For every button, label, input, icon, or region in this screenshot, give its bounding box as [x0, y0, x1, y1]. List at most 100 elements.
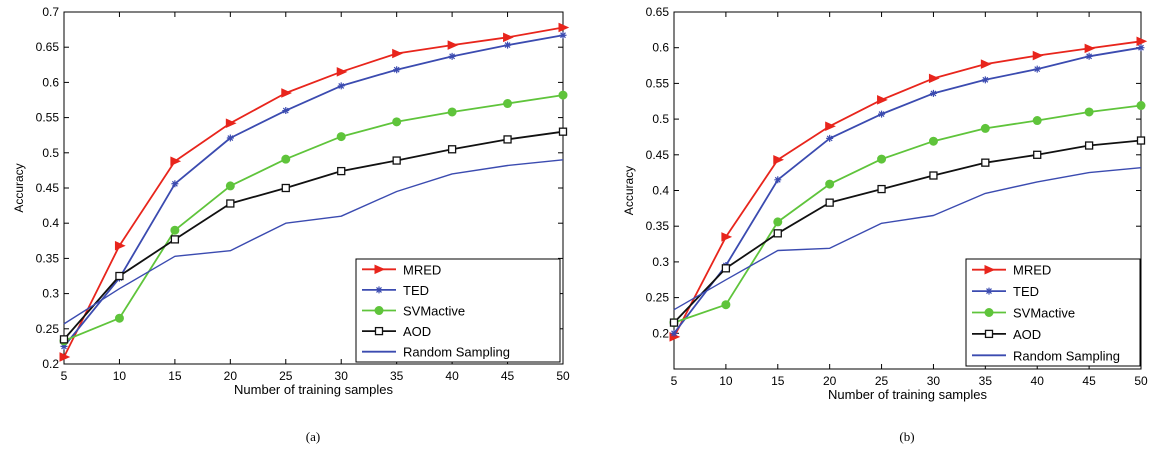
legend-label: Random Sampling: [403, 345, 510, 360]
data-point: [558, 90, 568, 100]
series-line: [673, 104, 1142, 324]
series-random-sampling: [63, 159, 564, 325]
legend-item: TED: [362, 283, 429, 298]
data-point: [928, 136, 938, 146]
y-tick-label: 0.55: [646, 76, 670, 90]
legend-label: SVMactive: [403, 304, 465, 319]
data-point: [1137, 44, 1145, 52]
legend-marker: [375, 286, 383, 294]
data-point: [558, 127, 568, 136]
legend-marker: [374, 264, 386, 275]
legend-marker: [374, 326, 384, 336]
y-axis-label: Accuracy: [12, 163, 26, 212]
series-line: [673, 46, 1142, 334]
series-svmactive: [669, 101, 1146, 328]
data-point: [337, 166, 346, 176]
chart-b: 5 10 15 20 25 30 35 40 45 50 0.2 0.25 0.3 0.35 0.4 0.45…: [622, 5, 1148, 444]
data-point: [877, 184, 886, 194]
legend-item: SVMactive: [972, 306, 1075, 321]
data-point: [773, 229, 782, 238]
legend-marker: [984, 329, 994, 339]
series-ted: [60, 31, 567, 350]
y-tick-label: 0.4: [42, 216, 59, 230]
y-tick-label: 0.6: [652, 41, 669, 55]
data-point: [59, 335, 69, 344]
series-aod: [669, 136, 1146, 327]
y-tick-label: 0.3: [42, 287, 59, 301]
data-point: [447, 40, 459, 50]
x-tick-label: 5: [671, 374, 678, 388]
data-point: [225, 181, 235, 191]
data-point: [336, 132, 346, 142]
data-point: [928, 73, 940, 84]
y-tick-label: 0.25: [36, 322, 60, 336]
data-point: [981, 76, 989, 84]
data-point: [1136, 136, 1146, 145]
y-tick-label: 0.2: [42, 357, 59, 371]
y-tick-label: 0.45: [36, 181, 60, 195]
legend-marker: [985, 287, 993, 295]
data-point: [1084, 141, 1094, 150]
data-point: [226, 199, 235, 208]
x-tick-label: 45: [1082, 374, 1096, 388]
y-tick-label: 0.4: [652, 184, 669, 198]
x-tick-label: 25: [875, 374, 889, 388]
x-tick-label: 20: [224, 369, 238, 383]
legend-box: [965, 258, 1141, 367]
x-tick-label: 35: [390, 369, 404, 383]
data-point: [171, 180, 179, 188]
data-point: [929, 171, 938, 180]
x-tick-label: 5: [61, 369, 68, 383]
data-point: [929, 89, 937, 97]
x-tick-label: 50: [1134, 374, 1148, 388]
legend-label: AOD: [403, 324, 431, 339]
legend-label: AOD: [1013, 327, 1041, 342]
y-tick-label: 0.2: [652, 326, 669, 340]
data-point: [114, 313, 124, 323]
data-point: [1032, 50, 1044, 61]
series-aod: [59, 127, 568, 344]
data-point: [1033, 150, 1042, 159]
data-point: [1084, 43, 1096, 54]
legend: MRED TED SVMactive AOD Random Sampling: [355, 258, 561, 363]
data-point: [170, 156, 182, 167]
data-point: [1084, 107, 1094, 117]
legend-label: MRED: [403, 262, 441, 277]
y-tick-label: 0.25: [646, 291, 670, 305]
data-point: [504, 41, 512, 49]
y-tick-label: 0.6: [42, 75, 59, 89]
data-point: [669, 318, 679, 327]
series-line: [63, 34, 564, 347]
data-point: [447, 107, 457, 117]
legend-label: TED: [403, 283, 429, 298]
data-point: [825, 121, 836, 132]
series-line: [673, 40, 1142, 338]
figure-caption: (a): [306, 429, 320, 444]
series-random-sampling: [673, 167, 1142, 311]
legend-item: Random Sampling: [972, 348, 1120, 363]
data-point: [282, 107, 290, 115]
legend-label: MRED: [1013, 263, 1051, 278]
x-tick-label: 35: [979, 374, 993, 388]
data-point: [1085, 52, 1093, 60]
series-line: [673, 167, 1142, 311]
x-tick-label: 50: [556, 369, 570, 383]
y-tick-label: 0.65: [36, 40, 60, 54]
data-point: [503, 135, 512, 144]
data-point: [877, 154, 887, 164]
x-tick-label: 20: [823, 374, 837, 388]
y-tick-label: 0.7: [42, 5, 59, 19]
y-tick-label: 0.55: [36, 111, 60, 125]
series-mred: [59, 22, 570, 362]
data-point: [981, 158, 990, 167]
x-axis-label: Number of training samples: [234, 382, 393, 397]
series-line: [673, 139, 1142, 324]
data-point: [1032, 116, 1042, 126]
data-point: [773, 217, 783, 227]
data-point: [773, 155, 785, 165]
data-point: [826, 134, 834, 142]
y-tick-label: 0.35: [646, 219, 670, 233]
x-axis-label: Number of training samples: [828, 387, 987, 402]
x-tick-label: 25: [279, 369, 293, 383]
